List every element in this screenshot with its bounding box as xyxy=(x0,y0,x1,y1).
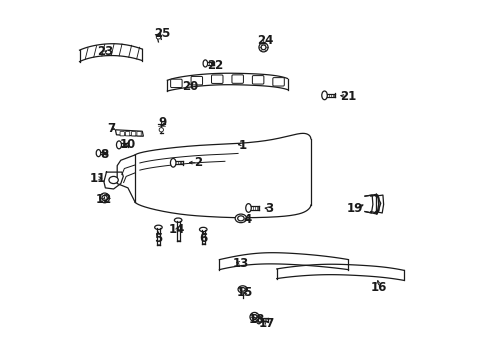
Text: 10: 10 xyxy=(120,138,136,150)
Ellipse shape xyxy=(100,193,109,203)
Ellipse shape xyxy=(96,149,101,157)
FancyBboxPatch shape xyxy=(211,75,223,84)
Ellipse shape xyxy=(237,216,244,221)
FancyBboxPatch shape xyxy=(252,76,264,84)
Text: 18: 18 xyxy=(248,312,264,326)
Ellipse shape xyxy=(261,45,265,50)
Ellipse shape xyxy=(102,195,107,201)
FancyBboxPatch shape xyxy=(272,78,284,86)
Polygon shape xyxy=(115,130,143,136)
Text: 4: 4 xyxy=(243,213,251,226)
Ellipse shape xyxy=(259,43,267,52)
FancyBboxPatch shape xyxy=(120,132,124,136)
FancyBboxPatch shape xyxy=(170,79,182,87)
FancyBboxPatch shape xyxy=(137,132,141,136)
Ellipse shape xyxy=(321,91,326,100)
Ellipse shape xyxy=(245,204,251,212)
Ellipse shape xyxy=(159,128,163,132)
Text: 21: 21 xyxy=(340,90,356,103)
Text: 6: 6 xyxy=(199,231,207,244)
Text: 16: 16 xyxy=(370,281,386,294)
Ellipse shape xyxy=(249,312,259,321)
Ellipse shape xyxy=(203,60,207,67)
FancyBboxPatch shape xyxy=(125,132,129,136)
Text: 22: 22 xyxy=(206,59,223,72)
Text: 24: 24 xyxy=(257,33,273,47)
Ellipse shape xyxy=(256,316,261,324)
FancyBboxPatch shape xyxy=(231,75,243,83)
Text: 5: 5 xyxy=(153,231,162,244)
Ellipse shape xyxy=(109,176,118,184)
Ellipse shape xyxy=(170,158,176,167)
Ellipse shape xyxy=(154,225,162,229)
Text: 9: 9 xyxy=(158,116,166,129)
Text: 17: 17 xyxy=(258,317,274,330)
Text: 19: 19 xyxy=(346,202,363,215)
Ellipse shape xyxy=(116,141,121,149)
Text: 23: 23 xyxy=(97,45,113,58)
Text: 1: 1 xyxy=(238,139,246,152)
Ellipse shape xyxy=(252,315,256,319)
FancyBboxPatch shape xyxy=(131,132,136,136)
Text: 7: 7 xyxy=(107,122,115,135)
Ellipse shape xyxy=(240,288,244,291)
Ellipse shape xyxy=(199,227,206,231)
Ellipse shape xyxy=(238,286,247,293)
Text: 13: 13 xyxy=(232,257,248,270)
Text: 25: 25 xyxy=(154,27,170,40)
Text: 14: 14 xyxy=(168,223,185,236)
Text: 12: 12 xyxy=(96,193,112,206)
Ellipse shape xyxy=(156,36,160,39)
Text: 2: 2 xyxy=(193,156,202,169)
Text: 11: 11 xyxy=(90,172,106,185)
FancyBboxPatch shape xyxy=(191,76,202,85)
Ellipse shape xyxy=(174,218,182,222)
Text: 3: 3 xyxy=(265,202,273,215)
Text: 8: 8 xyxy=(100,148,108,161)
Text: 20: 20 xyxy=(182,80,198,93)
Ellipse shape xyxy=(235,214,246,223)
Text: 15: 15 xyxy=(236,287,252,300)
